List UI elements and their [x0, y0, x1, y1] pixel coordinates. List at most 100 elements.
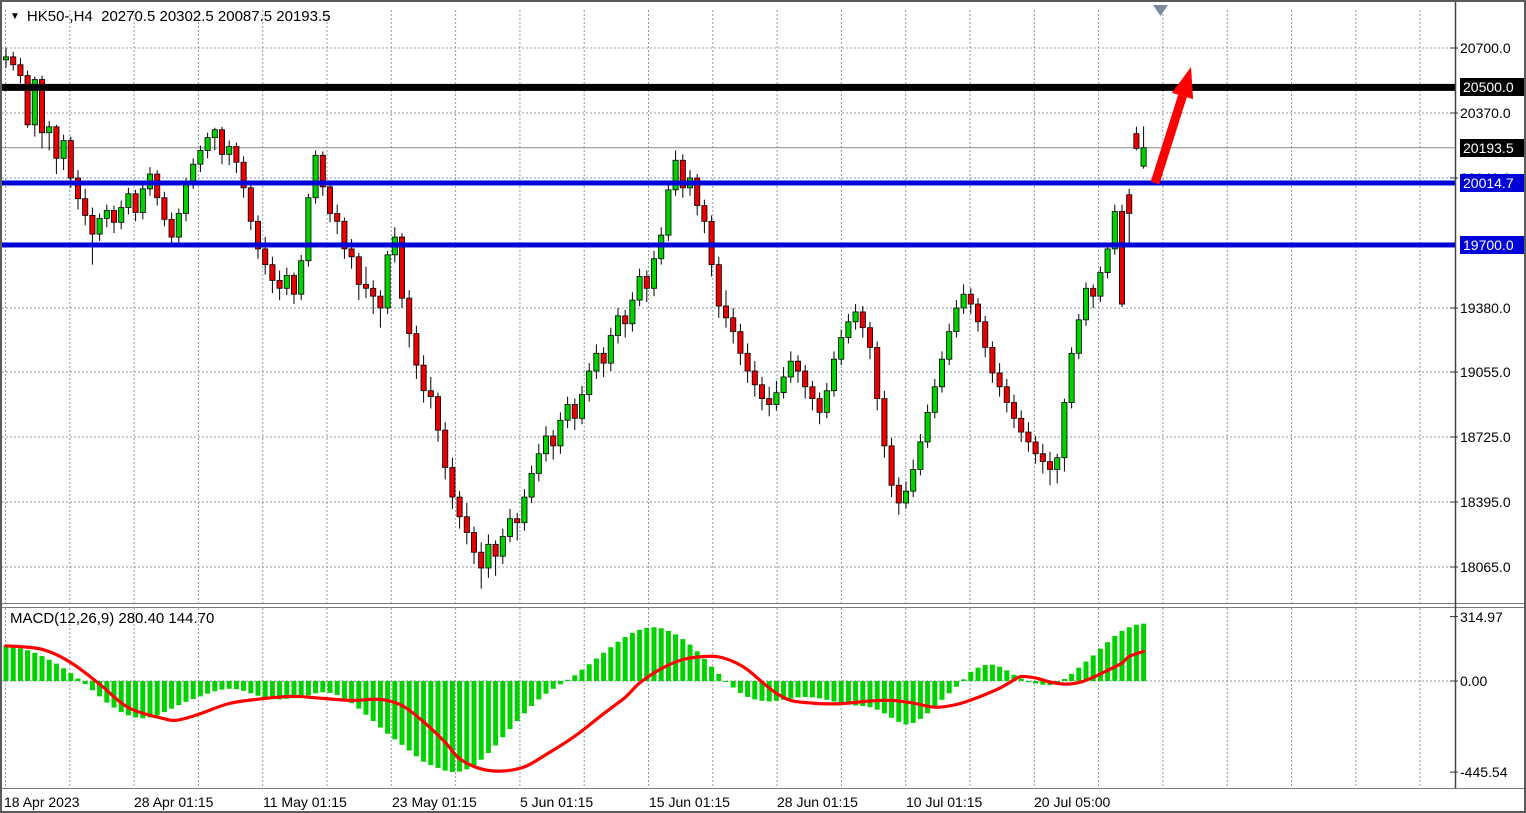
- macd-axis-label: 0.00: [1460, 673, 1488, 689]
- bear-candle: [240, 161, 247, 189]
- macd-bar: [10, 646, 16, 681]
- bull-candle: [1140, 147, 1147, 167]
- macd-bar: [53, 663, 59, 681]
- macd-bar: [334, 681, 340, 695]
- price-level-badge: 20193.5: [1460, 138, 1524, 157]
- macd-bar: [802, 681, 808, 697]
- macd-bar: [831, 681, 837, 702]
- bear-candle: [370, 287, 377, 297]
- support-line-20014.7[interactable]: [2, 180, 1456, 186]
- bull-candle: [852, 311, 859, 323]
- candles[interactable]: [2, 48, 1147, 589]
- macd-bar: [565, 679, 571, 681]
- bear-candle: [679, 159, 686, 189]
- resistance-line-20500[interactable]: [2, 83, 1456, 91]
- bull-candle: [125, 193, 132, 208]
- bear-candle: [1011, 402, 1018, 419]
- bear-candle: [701, 205, 708, 222]
- bear-candle: [89, 215, 96, 235]
- macd-bar: [1069, 673, 1075, 681]
- bull-candle: [535, 453, 542, 474]
- bear-candle: [514, 518, 521, 524]
- bear-candle: [996, 372, 1003, 388]
- bear-candle: [1025, 431, 1032, 443]
- bull-candle: [312, 154, 319, 199]
- bear-candle: [1018, 417, 1025, 433]
- bull-candle: [384, 254, 391, 309]
- time-axis-label: 20 Jul 05:00: [1034, 794, 1111, 810]
- macd-bar: [305, 681, 311, 696]
- macd-bar: [701, 658, 707, 681]
- bear-candle: [398, 236, 405, 299]
- macd-bar: [435, 681, 441, 768]
- macd-bar: [759, 681, 765, 701]
- macd-bar: [241, 681, 247, 691]
- bear-candle: [75, 177, 82, 200]
- bear-candle: [751, 370, 758, 386]
- price-axis-label: 20700.0: [1460, 40, 1511, 56]
- axis-ticks: [1450, 47, 1458, 773]
- macd-bar: [125, 681, 131, 716]
- bull-candle: [485, 543, 492, 569]
- price-level-badge: 20014.7: [1460, 173, 1524, 192]
- bear-candle: [449, 467, 456, 498]
- macd-bar: [795, 681, 801, 698]
- macd-bar: [363, 681, 369, 715]
- macd-bar: [665, 630, 671, 681]
- macd-bar: [190, 681, 196, 699]
- macd-bar: [939, 681, 945, 700]
- bull-candle: [118, 207, 125, 223]
- bear-candle: [168, 218, 175, 238]
- bull-candle: [499, 536, 506, 557]
- bear-candle: [888, 445, 895, 486]
- time-axis-label: 11 May 01:15: [263, 794, 347, 810]
- time-axis-label: 23 May 01:15: [392, 794, 477, 810]
- macd-bar: [377, 681, 383, 728]
- macd-bar: [788, 681, 794, 699]
- bear-candle: [694, 177, 701, 206]
- macd-bar: [1033, 681, 1039, 684]
- chart-title-text: HK50-,H4 20270.5 20302.5 20087.5 20193.5: [26, 8, 331, 25]
- macd-bar: [341, 681, 347, 699]
- macd-bar: [356, 681, 362, 709]
- macd-bar: [730, 681, 736, 688]
- bear-candle: [355, 256, 362, 285]
- macd-bar: [1011, 674, 1017, 681]
- macd-bar: [385, 681, 391, 734]
- macd-bar: [442, 681, 448, 771]
- bear-candle: [161, 197, 168, 220]
- macd-bar: [1040, 681, 1046, 685]
- bear-candle: [434, 396, 441, 431]
- macd-bar: [752, 681, 758, 700]
- trend-arrow[interactable]: [1150, 67, 1194, 185]
- bear-candle: [723, 305, 730, 319]
- bear-candle: [290, 275, 297, 295]
- bear-candle: [334, 213, 341, 222]
- bear-candle: [730, 317, 737, 333]
- bull-candle: [506, 518, 513, 537]
- support-line-19700[interactable]: [2, 242, 1456, 248]
- macd-bar: [658, 628, 664, 681]
- bear-candle: [24, 75, 31, 126]
- bear-candle: [759, 384, 766, 399]
- macd-bar: [514, 681, 520, 722]
- macd-bar: [370, 681, 376, 722]
- macd-bar: [809, 681, 815, 698]
- bull-candle: [1083, 287, 1090, 321]
- macd-bar: [507, 681, 513, 730]
- macd-bar: [536, 681, 542, 700]
- macd-bar: [111, 681, 117, 708]
- bull-candle: [946, 331, 953, 360]
- macd-bar: [262, 681, 268, 698]
- bear-candle: [413, 333, 420, 366]
- bear-candle: [442, 429, 449, 468]
- bear-candle: [326, 186, 333, 214]
- bear-candle: [867, 327, 874, 348]
- macd-bar: [1025, 681, 1031, 682]
- price-axis-label: 18065.0: [1460, 558, 1511, 575]
- macd-bar: [989, 664, 995, 681]
- price-level-badge: 20500.0: [1460, 78, 1524, 97]
- bull-candle: [651, 258, 658, 289]
- bull-candle: [182, 181, 189, 214]
